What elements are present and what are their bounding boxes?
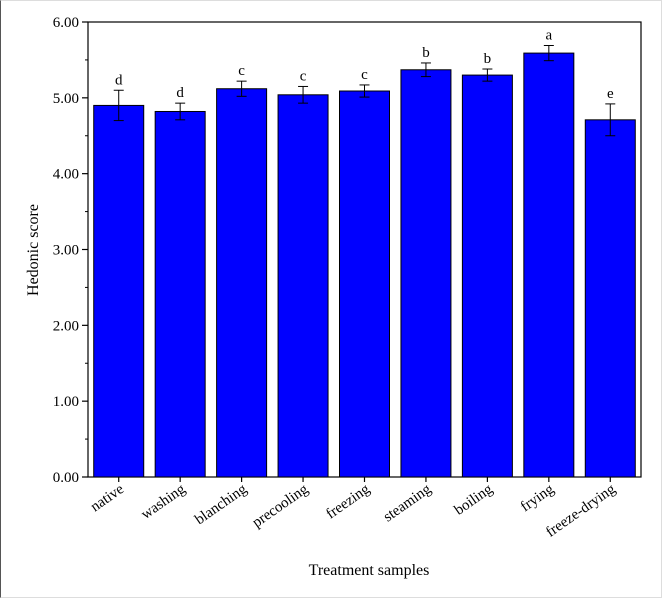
significance-label: e [607,86,614,102]
y-tick-label: 6.00 [53,15,79,31]
x-tick-label: boiling [452,481,496,519]
plot-area: 0.00 1.00 2.00 3.00 4.00 5.00 6.00 d native d wash… [53,15,642,541]
y-tick-label: 4.00 [53,167,79,183]
x-tick-label: steaming [381,481,435,525]
x-tick-label: washing [138,481,189,523]
bar [584,119,636,478]
significance-label: d [115,72,123,88]
bar [461,74,513,478]
x-axis-title: Treatment samples [309,562,430,579]
y-axis-title: Hedonic score [25,204,42,296]
y-tick-label: 2.00 [53,318,79,334]
bar [154,110,206,478]
bar [339,90,390,478]
y-tick-label: 0.00 [53,470,79,486]
significance-label: b [484,51,492,67]
y-tick-label: 3.00 [53,243,79,259]
x-tick-label: frying [518,481,558,515]
x-tick-label: native [88,481,127,515]
significance-label: c [300,68,307,84]
x-tick-label: precooling [250,481,312,531]
bar [400,69,452,478]
significance-label: d [176,85,184,101]
bar [216,88,268,478]
x-tick-label: freezing [323,481,373,523]
x-tick-label: blanching [192,481,250,528]
significance-label: c [238,63,245,79]
y-tick-label: 1.00 [53,394,79,410]
x-tick-label: freeze-drying [543,481,619,541]
significance-label: b [422,45,430,61]
significance-label: a [545,28,552,44]
y-tick-label: 5.00 [53,91,79,107]
bar [523,52,575,478]
bar [93,104,145,478]
bar [277,94,329,478]
significance-label: c [361,67,368,83]
